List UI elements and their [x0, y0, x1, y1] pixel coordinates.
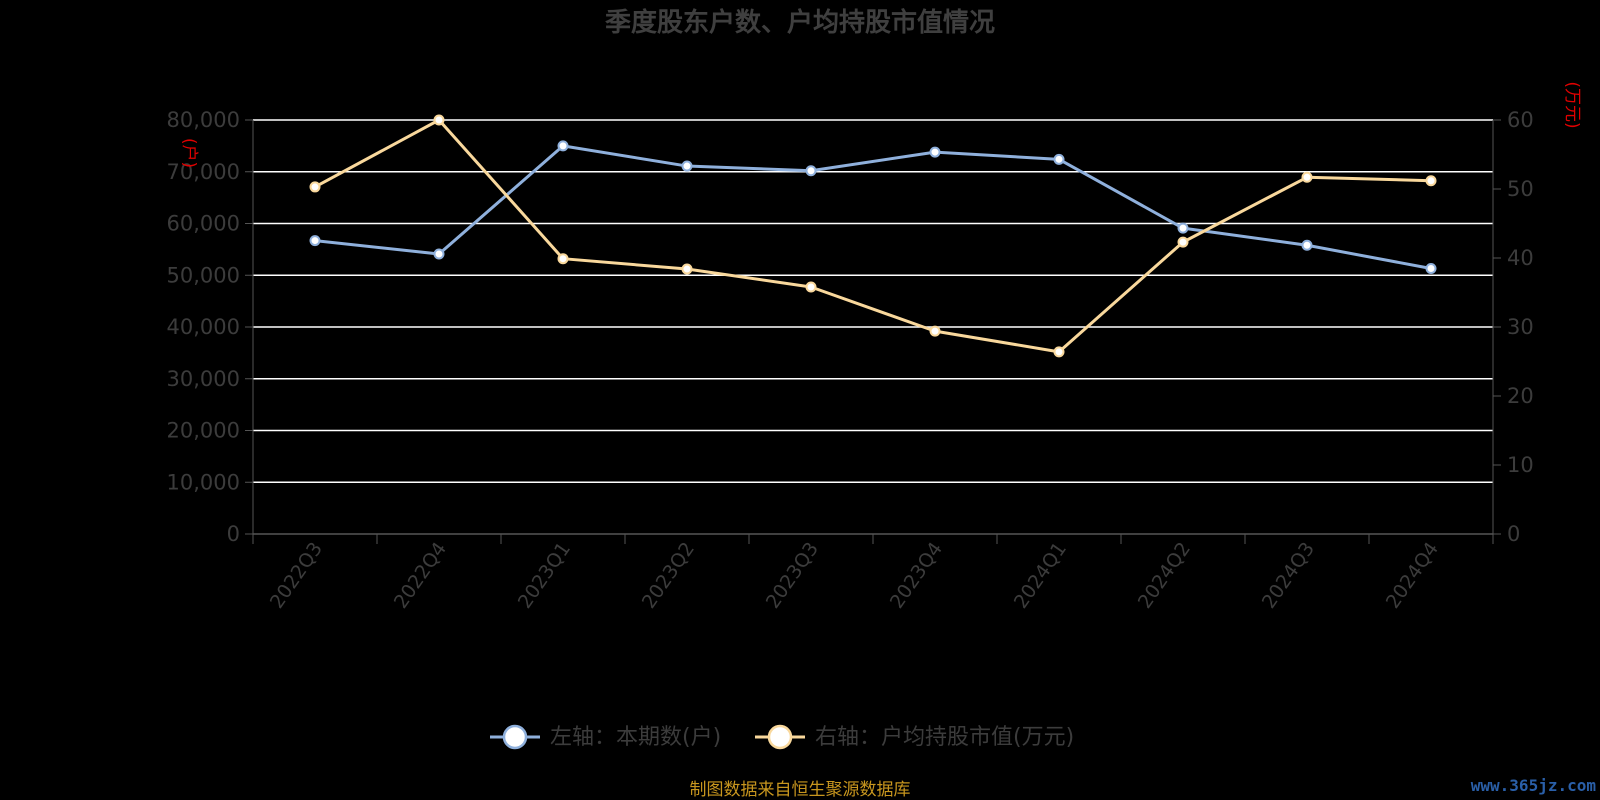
left-axis-tick-label: 60,000 — [167, 212, 240, 236]
grid-lines — [253, 119, 1493, 483]
data-point[interactable] — [1053, 153, 1065, 165]
legend-households-label: 左轴：本期数(户) — [550, 725, 721, 750]
right-axis-tick-label: 30 — [1507, 315, 1534, 339]
right-axis-tick-label: 60 — [1507, 108, 1534, 132]
legend[interactable]: 左轴：本期数(户) 右轴：户均持股市值(万元) — [490, 724, 1074, 750]
series-line — [314, 118, 1432, 354]
data-point[interactable] — [805, 165, 817, 177]
right-axis-unit: (万元) — [1562, 81, 1582, 128]
data-point[interactable] — [1177, 236, 1189, 248]
right-axis-tick-label: 0 — [1507, 522, 1520, 546]
right-y-axis: 0 10 20 30 40 50 60 — [1492, 108, 1534, 546]
x-axis-tick-label: 2023Q3 — [762, 538, 823, 612]
x-axis-tick-label: 2023Q2 — [638, 538, 699, 612]
legend-households-marker-icon — [502, 724, 528, 750]
legend-item-avg-holding[interactable]: 右轴：户均持股市值(万元) — [755, 724, 1074, 750]
chart-title: 季度股东户数、户均持股市值情况 — [605, 7, 995, 38]
legend-item-households[interactable]: 左轴：本期数(户) — [490, 724, 721, 750]
data-point[interactable] — [929, 146, 941, 158]
legend-avg-holding-label: 右轴：户均持股市值(万元) — [815, 725, 1074, 750]
data-point[interactable] — [1425, 175, 1437, 187]
data-point[interactable] — [1177, 222, 1189, 234]
series-households — [309, 140, 1437, 275]
left-axis-tick-label: 80,000 — [167, 108, 240, 132]
data-point[interactable] — [805, 281, 817, 293]
series-layer — [309, 114, 1437, 358]
data-point[interactable] — [433, 114, 445, 126]
data-point[interactable] — [1301, 171, 1313, 183]
right-axis-tick-label: 10 — [1507, 453, 1534, 477]
left-axis-tick-label: 40,000 — [167, 315, 240, 339]
data-point[interactable] — [681, 263, 693, 275]
x-axis-tick-label: 2024Q4 — [1382, 538, 1443, 612]
data-point[interactable] — [929, 325, 941, 337]
left-axis-tick-label: 20,000 — [167, 419, 240, 443]
x-axis-tick-label: 2024Q2 — [1134, 538, 1195, 612]
right-axis-tick-label: 40 — [1507, 246, 1534, 270]
data-point[interactable] — [681, 160, 693, 172]
data-point[interactable] — [557, 140, 569, 152]
left-axis-tick-label: 50,000 — [167, 263, 240, 287]
left-axis-tick-label: 10,000 — [167, 470, 240, 494]
x-axis-tick-label: 2023Q4 — [886, 538, 947, 612]
data-point[interactable] — [1425, 263, 1437, 275]
left-axis-unit: (户) — [179, 138, 199, 168]
data-point[interactable] — [309, 235, 321, 247]
data-point[interactable] — [433, 248, 445, 260]
series-line — [314, 144, 1432, 270]
watermark: www.365jz.com — [1471, 776, 1597, 795]
series-avg-holding — [309, 114, 1437, 358]
legend-avg-holding-marker-icon — [767, 724, 793, 750]
right-axis-tick-label: 50 — [1507, 177, 1534, 201]
x-axis-tick-label: 2024Q1 — [1010, 538, 1071, 612]
data-point[interactable] — [1053, 346, 1065, 358]
data-point[interactable] — [557, 253, 569, 265]
data-point[interactable] — [1301, 239, 1313, 251]
x-axis-tick-label: 2022Q4 — [390, 538, 451, 612]
x-axis-tick-label: 2023Q1 — [514, 538, 575, 612]
left-axis-tick-label: 70,000 — [167, 160, 240, 184]
left-axis-tick-label: 0 — [227, 522, 240, 546]
data-point[interactable] — [309, 181, 321, 193]
x-axis-tick-label: 2024Q3 — [1258, 538, 1319, 612]
data-source-note: 制图数据来自恒生聚源数据库 — [690, 780, 911, 800]
x-axis: 2022Q3 2022Q4 2023Q1 2023Q2 2023Q3 2023Q4 2024… — [252, 533, 1494, 613]
left-y-axis: 0 10,000 20,000 30,000 40,000 50,000 60,000 70,… — [167, 108, 254, 546]
right-axis-tick-label: 20 — [1507, 384, 1534, 408]
x-axis-tick-label: 2022Q3 — [266, 538, 327, 612]
left-axis-tick-label: 30,000 — [167, 367, 240, 391]
